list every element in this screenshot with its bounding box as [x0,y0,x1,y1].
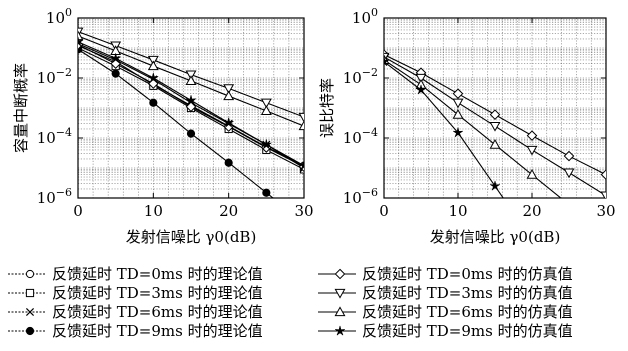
data-point [185,75,197,86]
y-tick-label: 100 [352,6,378,27]
x-axis-label: 发射信噪比 γ0(dB) [430,228,561,246]
right-chart-bit-error-rate: 0 10 20 30 100 10−2 10−4 10−6 发射信噪比 γ0(dB) 误比特率 [318,6,616,246]
legend-marker [334,325,346,336]
data-point [147,60,159,71]
legend-item: 反馈延时 TD=9ms 时的理论值 [8,322,263,340]
legend-label: 反馈延时 TD=0ms 时的理论值 [52,265,263,283]
data-point [563,150,575,162]
data-point [452,109,464,119]
plot-frame [77,17,305,199]
legend-marker [334,306,346,317]
x-tick-label: 30 [596,202,615,220]
data-point [489,109,501,120]
data-point [261,139,272,150]
y-tick-label: 10−6 [37,186,72,207]
data-point [260,98,272,109]
data-point [564,200,573,208]
x-tick-label: 0 [379,202,389,220]
data-point [185,70,197,81]
x-tick-label: 10 [144,202,163,220]
data-point [110,53,121,63]
x-tick-label: 0 [73,202,83,220]
data-point [452,127,464,138]
legend-marker [334,268,346,280]
y-axis-label: 容量中断概率 [12,63,30,153]
data-point [489,180,501,191]
legend-marker [25,326,35,336]
data-point [526,169,538,179]
data-point [415,73,427,84]
legend-label: 反馈延时 TD=3ms 时的仿真值 [362,284,573,302]
data-point [185,95,197,105]
data-point [224,158,233,167]
legend-label: 反馈延时 TD=9ms 时的仿真值 [362,322,573,340]
legend-label: 反馈延时 TD=6ms 时的仿真值 [362,303,573,321]
data-point [489,139,501,149]
legend-marker [334,288,346,299]
legend-label: 反馈延时 TD=0ms 时的仿真值 [362,265,573,283]
data-point [600,169,606,180]
data-point [78,36,84,47]
data-point [223,117,234,128]
data-point [260,105,272,116]
legend-item: 反馈延时 TD=0ms 时的仿真值 [318,265,573,283]
series-group [384,49,606,208]
data-point [452,98,464,109]
data-point [186,129,196,138]
plot-frame [383,17,607,199]
y-tick-label: 100 [46,6,72,27]
data-point [223,90,235,101]
data-point [415,84,427,95]
left-chart-capacity-outage: 0 10 20 30 100 10−2 10−4 10−6 发射信噪比 γ0(dB) 容量中断概率 [12,6,314,246]
legend-label: 反馈延时 TD=6ms 时的理论值 [52,303,263,321]
data-point [147,55,159,66]
data-point [78,30,84,41]
legend-item: 反馈延时 TD=3ms 时的理论值 [8,284,263,302]
data-point [185,101,197,113]
x-tick-label: 20 [219,202,238,220]
legend-marker [25,269,35,279]
legend-label: 反馈延时 TD=3ms 时的理论值 [52,284,263,302]
data-point [298,120,304,131]
legend-marker [25,288,35,298]
data-point [600,191,606,198]
y-tick-label: 10−4 [343,126,378,147]
data-point [223,84,235,95]
data-point [526,145,538,156]
x-axis-label: 发射信噪比 γ0(dB) [126,228,257,246]
data-point [526,130,538,141]
y-tick-label: 10−2 [37,66,72,87]
legend-item: 反馈延时 TD=3ms 时的仿真值 [318,284,573,302]
x-tick-label: 30 [294,202,313,220]
legend-item: 反馈延时 TD=0ms 时的理论值 [8,265,263,283]
y-tick-label: 10−4 [37,126,72,147]
x-tick-label: 20 [522,202,541,220]
legend-item: 反馈延时 TD=6ms 时的理论值 [8,303,263,321]
x-tick-label: 10 [448,202,467,220]
data-point [298,160,304,170]
y-tick-label: 10−6 [343,186,378,207]
series-group [78,27,304,198]
data-point [298,112,304,123]
data-point [384,56,390,67]
legend-item: 反馈延时 TD=9ms 时的仿真值 [318,322,573,340]
data-point [149,98,158,107]
data-point [78,27,84,38]
y-tick-label: 10−2 [343,66,378,87]
data-point [452,88,464,99]
y-axis-label: 误比特率 [318,78,336,138]
legend-label: 反馈延时 TD=9ms 时的理论值 [52,322,263,340]
legend-marker [25,307,35,317]
data-point [563,168,575,179]
legend-item: 反馈延时 TD=6ms 时的仿真值 [318,303,573,321]
data-point [262,188,271,197]
data-point [489,121,501,132]
data-point [111,69,120,78]
data-point [148,72,159,83]
